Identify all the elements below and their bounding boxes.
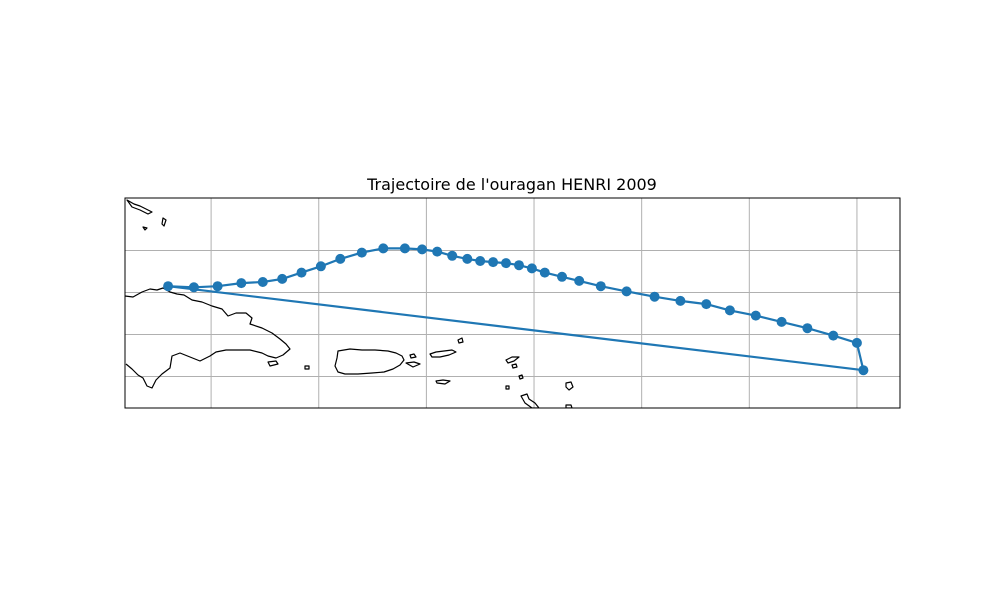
coastline-st-martin <box>511 363 518 369</box>
track-point <box>621 286 632 297</box>
track-point <box>526 263 537 274</box>
coastline-islet-1 <box>161 217 167 227</box>
track-point <box>858 365 869 376</box>
coastline-antigua <box>565 381 574 391</box>
coastline-puerto-rico <box>334 348 405 375</box>
track-point <box>296 267 307 278</box>
track-point <box>750 310 761 321</box>
track-points <box>163 243 869 376</box>
chart-title: Trajectoire de l'ouragan HENRI 2009 <box>366 175 657 194</box>
track-point <box>851 337 862 348</box>
track-point <box>462 253 473 264</box>
gridlines <box>125 198 900 408</box>
track-point <box>212 281 223 292</box>
track-point <box>257 277 268 287</box>
map-area <box>125 198 900 408</box>
track-point <box>432 246 443 257</box>
track-point <box>236 278 247 289</box>
coastline-mona <box>304 365 310 370</box>
track-point <box>335 253 346 264</box>
track-point <box>675 295 686 306</box>
coastline-saona <box>267 360 279 367</box>
track-point <box>488 257 499 268</box>
track-point <box>514 260 524 271</box>
track-point <box>557 271 567 282</box>
coastline-barbuda <box>518 374 524 380</box>
coastline-st-croix <box>435 379 451 385</box>
coastline-caicos <box>126 199 153 215</box>
track-point <box>802 323 813 334</box>
coastline-culebra <box>409 353 417 359</box>
map-frame <box>124 197 901 409</box>
track-point <box>417 244 428 255</box>
hurricane-track <box>163 243 869 376</box>
coastline-islet-2 <box>142 226 148 231</box>
coastline-virgin-islands <box>429 349 457 358</box>
coastline-virgin-islet <box>457 337 464 344</box>
track-point <box>539 267 550 278</box>
track-point <box>188 282 199 293</box>
track-point <box>378 243 389 254</box>
track-point <box>475 256 486 266</box>
track-point <box>724 305 735 316</box>
coastline-vieques <box>405 361 421 368</box>
track-point <box>776 316 787 327</box>
track-point <box>356 247 367 258</box>
track-point <box>277 273 288 284</box>
coastlines <box>125 199 574 408</box>
track-point <box>315 261 326 272</box>
track-point <box>595 281 606 292</box>
track-point <box>828 330 839 341</box>
track-point <box>649 291 660 302</box>
track-point <box>574 275 585 286</box>
track-point <box>163 281 174 292</box>
track-point <box>447 250 458 261</box>
track-point <box>701 299 712 310</box>
coastline-hispaniola <box>125 287 291 389</box>
coastline-anguilla <box>505 356 520 364</box>
coastline-saba <box>505 385 510 390</box>
coastline-guadeloupe <box>565 404 573 408</box>
track-point <box>501 258 511 269</box>
track-point <box>399 243 410 254</box>
coastline-st-kitts <box>520 393 540 408</box>
